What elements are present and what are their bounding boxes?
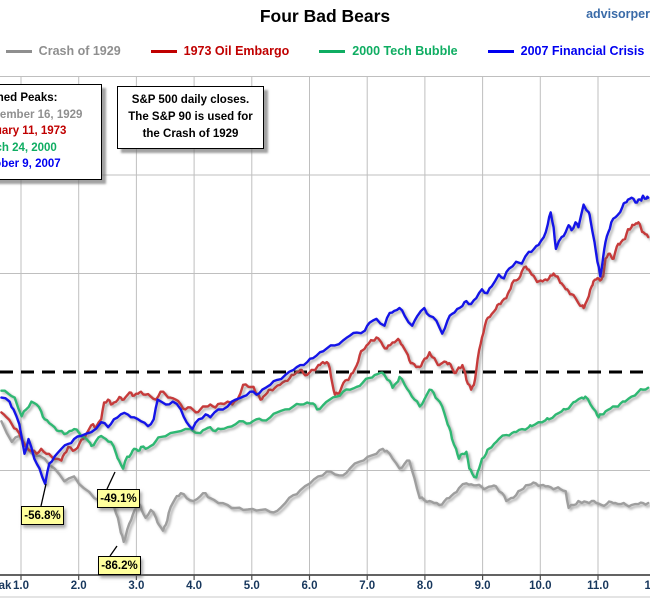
peak-date: January 11, 1973 (0, 125, 67, 137)
annotation-leader-line (40, 483, 47, 507)
x-tick-label-2.0: 2.0 (70, 580, 87, 592)
peak-date: October 9, 2007 (0, 158, 61, 170)
aligned-peaks-box: Aligned Peaks: September 16, 1929 January… (0, 84, 102, 180)
legend-item-1973-oil-embargo: 1973 Oil Embargo (150, 44, 290, 58)
x-tick-label-12.0: 12.0 (644, 580, 650, 592)
legend-line-swatch (150, 49, 177, 53)
x-tick-label-peak: Peak (0, 580, 12, 592)
data-source-note-line: S&P 500 daily closes. (131, 94, 250, 106)
callout-86.2pct: -86.2% (98, 556, 141, 575)
legend-line-swatch (487, 49, 514, 53)
data-source-note-box: S&P 500 daily closes. The S&P 90 is used … (117, 86, 264, 149)
legend-item-2007-financial-crisis: 2007 Financial Crisis (487, 44, 645, 58)
aligned-peaks-entries: September 16, 1929 January 11, 1973 March … (0, 107, 95, 173)
series-line-1973-oil-embargo (0, 221, 650, 462)
legend-line-swatch (319, 49, 346, 53)
data-source-note-line: The S&P 90 is used for (128, 111, 253, 123)
x-tick-label-6.0: 6.0 (301, 580, 318, 592)
legend-label: 2000 Tech Bubble (352, 44, 458, 58)
x-tick-label-11.0: 11.0 (587, 580, 609, 592)
x-tick-label-1.0: 1.0 (13, 580, 29, 592)
aligned-peaks-heading: Aligned Peaks: (0, 92, 58, 104)
legend-label: Crash of 1929 (38, 44, 121, 58)
legend-item-2000-tech-bubble: 2000 Tech Bubble (319, 44, 458, 58)
legend-label: 2007 Financial Crisis (520, 44, 645, 58)
x-tick-label-5.0: 5.0 (243, 580, 260, 592)
annotation-leader-line (109, 545, 118, 557)
series-line-2000-tech-bubble (0, 371, 650, 479)
x-tick-label-3.0: 3.0 (128, 580, 145, 592)
data-source-note-line: the Crash of 1929 (142, 128, 239, 140)
legend-line-swatch (5, 49, 32, 53)
legend-label: 1973 Oil Embargo (183, 44, 290, 58)
x-tick-label-8.0: 8.0 (416, 580, 433, 592)
watermark-advisorperspectives: advisorper (586, 7, 650, 21)
annotation-leader-line (106, 471, 116, 490)
series-line-crash-of-1929 (0, 420, 650, 543)
legend: Crash of 1929 1973 Oil Embargo 2000 Tech B… (0, 44, 650, 58)
x-tick-label-10.0: 10.0 (529, 580, 552, 592)
x-tick-label-9.0: 9.0 (474, 580, 491, 592)
callout-49.1pct: -49.1% (97, 489, 140, 508)
x-axis-labels: Peak1.0 2.0 3.0 4.0 5.0 6.0 7.0 8.0 9.0 10.0 11.0 1… (0, 580, 650, 598)
legend-item-crash-of-1929: Crash of 1929 (5, 44, 121, 58)
peak-date: September 16, 1929 (0, 108, 83, 121)
callout-56.8pct: -56.8% (21, 506, 64, 525)
peak-date: March 24, 2000 (0, 141, 57, 154)
x-tick-label-7.0: 7.0 (359, 580, 376, 592)
x-tick-label-4.0: 4.0 (186, 580, 203, 592)
chart-title: Four Bad Bears (259, 6, 391, 26)
series-line-2007-financial-crisis (0, 194, 650, 486)
